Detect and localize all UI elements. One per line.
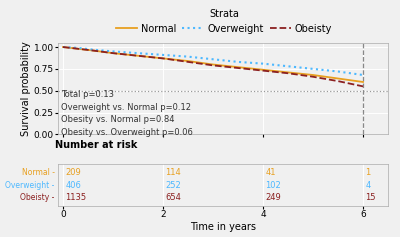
Line: Normal: Normal xyxy=(63,47,363,82)
Normal xyxy=(336,77,340,80)
Obeisty xyxy=(76,47,80,50)
Normal xyxy=(361,81,366,83)
Overweight xyxy=(161,54,166,56)
Normal xyxy=(261,68,266,71)
Obeisty xyxy=(236,67,240,69)
Normal xyxy=(110,52,116,55)
Text: 41: 41 xyxy=(266,168,276,177)
Normal xyxy=(236,66,240,68)
Overweight xyxy=(90,48,96,51)
Normal xyxy=(161,57,166,60)
Text: 249: 249 xyxy=(266,193,281,202)
Obeisty xyxy=(336,80,340,82)
Text: 4: 4 xyxy=(366,181,371,190)
Normal xyxy=(60,46,65,48)
Text: 252: 252 xyxy=(166,181,181,190)
Text: 406: 406 xyxy=(66,181,81,190)
Text: 15: 15 xyxy=(366,193,376,202)
Normal xyxy=(286,71,290,74)
Y-axis label: Survival probability: Survival probability xyxy=(21,41,31,136)
Normal xyxy=(310,73,315,76)
Text: 102: 102 xyxy=(266,181,281,190)
Overweight xyxy=(210,58,215,61)
Overweight xyxy=(261,62,266,65)
Obeisty xyxy=(361,85,366,88)
Overweight xyxy=(110,50,116,53)
Text: 209: 209 xyxy=(66,168,81,177)
Text: 1: 1 xyxy=(366,168,371,177)
Obeisty xyxy=(210,64,215,67)
Text: Obeisty -: Obeisty - xyxy=(20,193,55,202)
Obeisty xyxy=(261,69,266,72)
Text: 654: 654 xyxy=(166,193,181,202)
Legend: Normal, Overweight, Obeisty: Normal, Overweight, Obeisty xyxy=(112,5,336,37)
Normal xyxy=(90,49,96,52)
Text: Normal -: Normal - xyxy=(22,168,55,177)
Obeisty xyxy=(90,49,96,52)
Obeisty xyxy=(60,46,65,48)
Normal xyxy=(210,63,215,66)
Obeisty xyxy=(110,52,116,55)
Overweight xyxy=(186,55,190,58)
Line: Overweight: Overweight xyxy=(63,47,363,75)
Overweight xyxy=(336,70,340,73)
Text: Total p=0.13
Overweight vs. Normal p=0.12
Obesity vs. Normal p=0.84
Obesity vs. : Total p=0.13 Overweight vs. Normal p=0.1… xyxy=(61,90,193,137)
Text: Overweight -: Overweight - xyxy=(5,181,55,190)
Text: 1135: 1135 xyxy=(66,193,87,202)
X-axis label: Time in years: Time in years xyxy=(190,222,256,232)
Normal xyxy=(76,47,80,50)
Overweight xyxy=(286,65,290,68)
Obeisty xyxy=(161,57,166,60)
Line: Obeisty: Obeisty xyxy=(63,47,363,86)
Obeisty xyxy=(310,75,315,78)
Overweight xyxy=(361,73,366,76)
Overweight xyxy=(136,52,140,55)
Text: Number at risk: Number at risk xyxy=(55,140,137,150)
Overweight xyxy=(310,68,315,70)
Text: 114: 114 xyxy=(166,168,181,177)
Obeisty xyxy=(186,60,190,63)
Normal xyxy=(186,59,190,62)
Normal xyxy=(136,54,140,57)
Overweight xyxy=(236,60,240,63)
Obeisty xyxy=(286,72,290,75)
Overweight xyxy=(76,46,80,49)
Obeisty xyxy=(136,54,140,57)
Overweight xyxy=(60,46,65,48)
